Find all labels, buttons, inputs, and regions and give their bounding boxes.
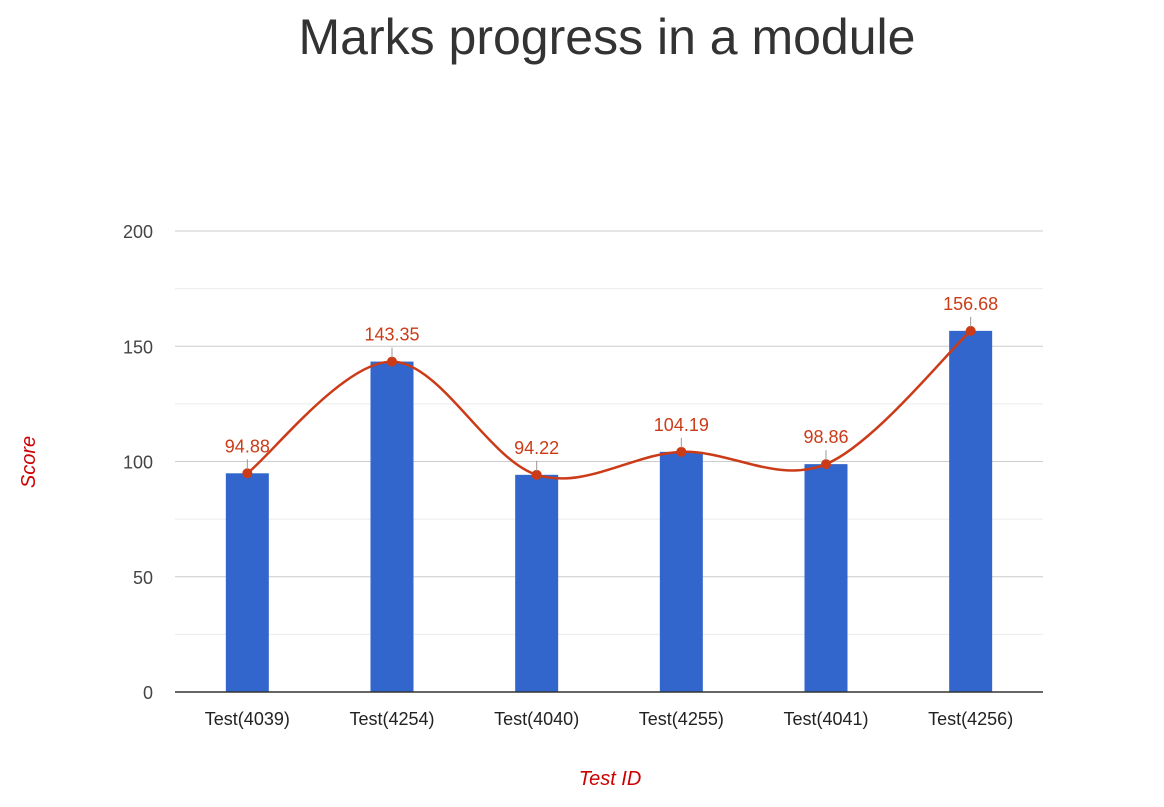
data-label: 94.88 — [225, 436, 270, 456]
label-layer: 94.88 143.35 94.22 104.19 98.86 156.68 — [225, 294, 998, 471]
line-layer — [242, 325, 976, 480]
data-label: 156.68 — [943, 294, 998, 314]
data-label: 94.22 — [514, 438, 559, 458]
bar — [949, 330, 993, 692]
x-tick-label: Test(4041) — [783, 709, 868, 729]
line-point — [387, 356, 397, 367]
data-label: 98.86 — [803, 427, 848, 447]
chart-title: Marks progress in a module — [298, 9, 916, 65]
x-tick-label: Test(4256) — [928, 709, 1013, 729]
bar-layer — [225, 330, 993, 692]
y-tick-label: 150 — [123, 337, 153, 357]
data-label: 104.19 — [654, 415, 709, 435]
line-point — [242, 468, 253, 479]
y-tick-label: 200 — [123, 222, 153, 242]
y-tick-label: 100 — [123, 453, 153, 473]
bar — [804, 464, 848, 692]
x-tick-label: Test(4039) — [205, 709, 290, 729]
axis-layer: 0 50 100 150 200 Test(4039) Test(4254) Test(404… — [123, 222, 1043, 729]
bar — [515, 474, 559, 692]
line-point — [676, 446, 687, 457]
bar — [659, 451, 703, 692]
y-axis-title: Score — [18, 435, 40, 489]
score-trend-line — [246, 329, 972, 480]
line-point — [531, 469, 542, 480]
data-label: 143.35 — [364, 325, 419, 345]
y-tick-label: 0 — [143, 683, 153, 703]
x-tick-label: Test(4254) — [349, 709, 434, 729]
grid-layer — [175, 230, 1043, 635]
bar — [225, 473, 269, 692]
line-point — [821, 459, 831, 470]
y-tick-label: 50 — [133, 568, 153, 588]
x-tick-label: Test(4040) — [494, 709, 579, 729]
x-tick-label: Test(4255) — [639, 709, 724, 729]
line-point — [965, 325, 976, 336]
x-axis-title: Test ID — [578, 768, 642, 790]
bar — [370, 361, 414, 692]
